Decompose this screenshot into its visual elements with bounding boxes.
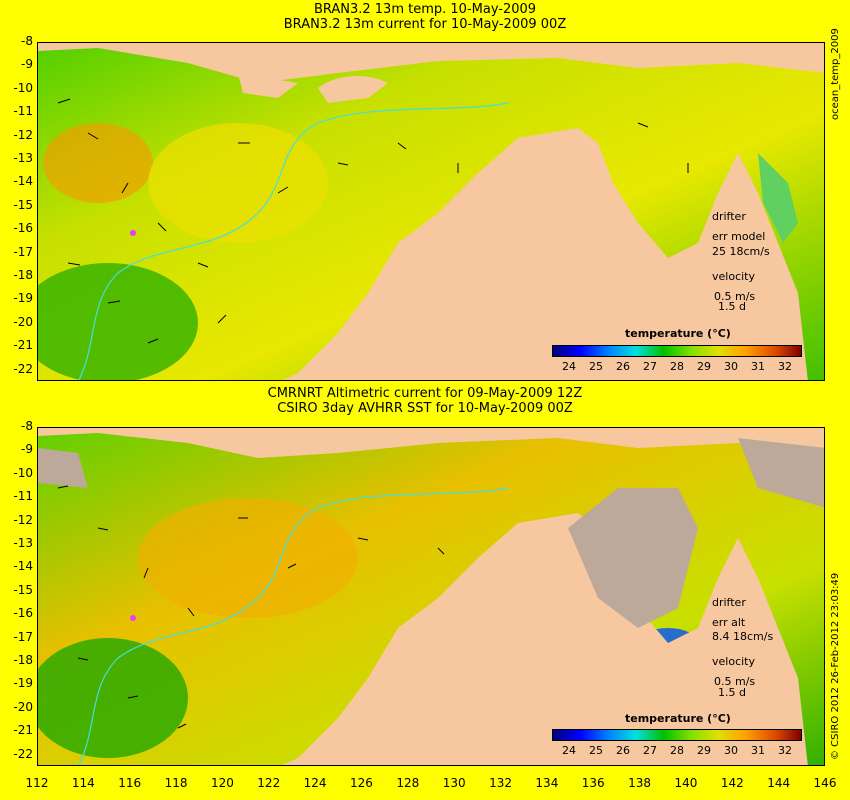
x-tick: 136 — [581, 776, 605, 790]
bottom-y-tick: -16 — [13, 606, 33, 621]
bottom-side-label: © CSIRO 2012 26-Feb-2012 23:03:49 — [830, 572, 841, 760]
colorbar-tick: 32 — [778, 360, 792, 373]
bottom-velocity-scale: 0.5 m/s — [714, 675, 756, 688]
top-y-tick: -13 — [13, 151, 33, 165]
x-tick: 116 — [118, 776, 142, 790]
x-tick: 114 — [71, 776, 95, 790]
top-err-label: err model — [712, 230, 766, 243]
bottom-y-tick: -18 — [13, 653, 33, 667]
colorbar-tick: 24 — [562, 360, 576, 373]
x-tick: 142 — [720, 776, 744, 790]
x-tick: 146 — [813, 776, 837, 790]
bottom-map[interactable] — [37, 427, 825, 766]
bottom-colorbar — [552, 729, 802, 741]
top-y-tick: -12 — [13, 127, 33, 142]
bottom-y-tick: -12 — [13, 512, 33, 527]
top-y-tick: -21 — [13, 338, 33, 353]
colorbar-tick: 31 — [751, 744, 765, 757]
colorbar-tick: 29 — [697, 360, 711, 373]
bottom-err-label: err alt — [712, 616, 746, 629]
bottom-y-tick: -15 — [13, 582, 33, 597]
x-tick: 118 — [164, 776, 188, 790]
bottom-y-tick: -11 — [13, 489, 33, 504]
x-tick: 132 — [489, 776, 512, 790]
colorbar-tick: 29 — [697, 744, 711, 757]
bottom-y-tick: -10 — [13, 465, 33, 480]
top-colorbar-title: temperature (°C) — [625, 327, 731, 340]
top-map[interactable] — [37, 42, 825, 381]
top-y-tick: -17 — [13, 244, 33, 259]
top-colorbar — [552, 345, 802, 357]
colorbar-tick: 27 — [643, 360, 657, 373]
top-y-tick: -16 — [13, 221, 33, 236]
colorbar-tick: 31 — [751, 360, 765, 373]
bottom-y-tick: -20 — [13, 699, 33, 714]
top-err-value: 25 18cm/s — [712, 245, 770, 258]
x-tick: 120 — [210, 776, 234, 790]
x-tick: 134 — [535, 776, 559, 790]
top-y-tick: -19 — [13, 291, 33, 306]
top-velocity-label: velocity — [712, 270, 755, 283]
top-y-tick: -15 — [13, 197, 33, 212]
bottom-y-tick: -14 — [13, 559, 33, 574]
bottom-y-tick: -21 — [13, 723, 33, 738]
bottom-y-tick: -13 — [13, 536, 33, 550]
colorbar-tick: 30 — [724, 744, 738, 757]
top-title-line1: BRAN3.2 13m temp. 10-May-2009 — [313, 2, 537, 17]
colorbar-tick: 26 — [616, 360, 630, 373]
colorbar-tick: 28 — [670, 744, 684, 757]
bottom-y-tick: -17 — [13, 629, 33, 644]
top-y-tick: -14 — [13, 174, 33, 189]
bottom-y-tick: -9 — [21, 442, 33, 457]
bottom-title-line1: CMRNRT Altimetric current for 09-May-200… — [267, 386, 583, 401]
colorbar-tick: 26 — [616, 744, 630, 757]
bottom-y-tick: -22 — [13, 746, 33, 761]
x-tick: 128 — [396, 776, 420, 790]
top-title-line2: BRAN3.2 13m current for 10-May-2009 00Z — [283, 17, 567, 32]
colorbar-tick: 25 — [589, 744, 603, 757]
top-velocity-scale: 0.5 m/s — [714, 290, 756, 303]
top-y-tick: -9 — [21, 57, 33, 72]
top-y-tick: -18 — [13, 268, 33, 282]
top-y-tick: -8 — [21, 34, 33, 48]
x-tick: 126 — [350, 776, 373, 790]
bottom-map-canvas — [38, 428, 824, 765]
top-drifter-label: drifter — [712, 210, 746, 223]
x-tick: 112 — [25, 776, 49, 790]
colorbar-tick: 27 — [643, 744, 657, 757]
top-y-tick: -10 — [13, 80, 33, 95]
bottom-title-line2: CSIRO 3day AVHRR SST for 10-May-2009 00Z — [277, 401, 573, 416]
top-map-canvas — [38, 43, 824, 380]
x-tick: 122 — [257, 776, 281, 790]
top-y-tick: -11 — [13, 104, 33, 119]
colorbar-tick: 24 — [562, 744, 576, 757]
bottom-err-value: 8.4 18cm/s — [712, 630, 774, 643]
x-tick: 124 — [303, 776, 327, 790]
x-tick: 130 — [442, 776, 466, 790]
x-tick: 140 — [674, 776, 698, 790]
bottom-colorbar-title: temperature (°C) — [625, 712, 731, 725]
bottom-drifter-label: drifter — [712, 596, 746, 609]
top-velocity-days: 1.5 d — [718, 300, 746, 313]
top-side-label: ocean_temp_2009 — [830, 28, 841, 120]
colorbar-tick: 32 — [778, 744, 792, 757]
bottom-y-tick: -8 — [21, 419, 33, 433]
top-y-tick: -22 — [13, 361, 33, 376]
bottom-velocity-label: velocity — [712, 655, 755, 668]
top-y-tick: -20 — [13, 314, 33, 329]
colorbar-tick: 28 — [670, 360, 684, 373]
colorbar-tick: 25 — [589, 360, 603, 373]
bottom-y-tick: -19 — [13, 676, 33, 691]
x-tick: 144 — [767, 776, 791, 790]
bottom-velocity-days: 1.5 d — [718, 686, 746, 699]
x-tick: 138 — [628, 776, 652, 790]
colorbar-tick: 30 — [724, 360, 738, 373]
